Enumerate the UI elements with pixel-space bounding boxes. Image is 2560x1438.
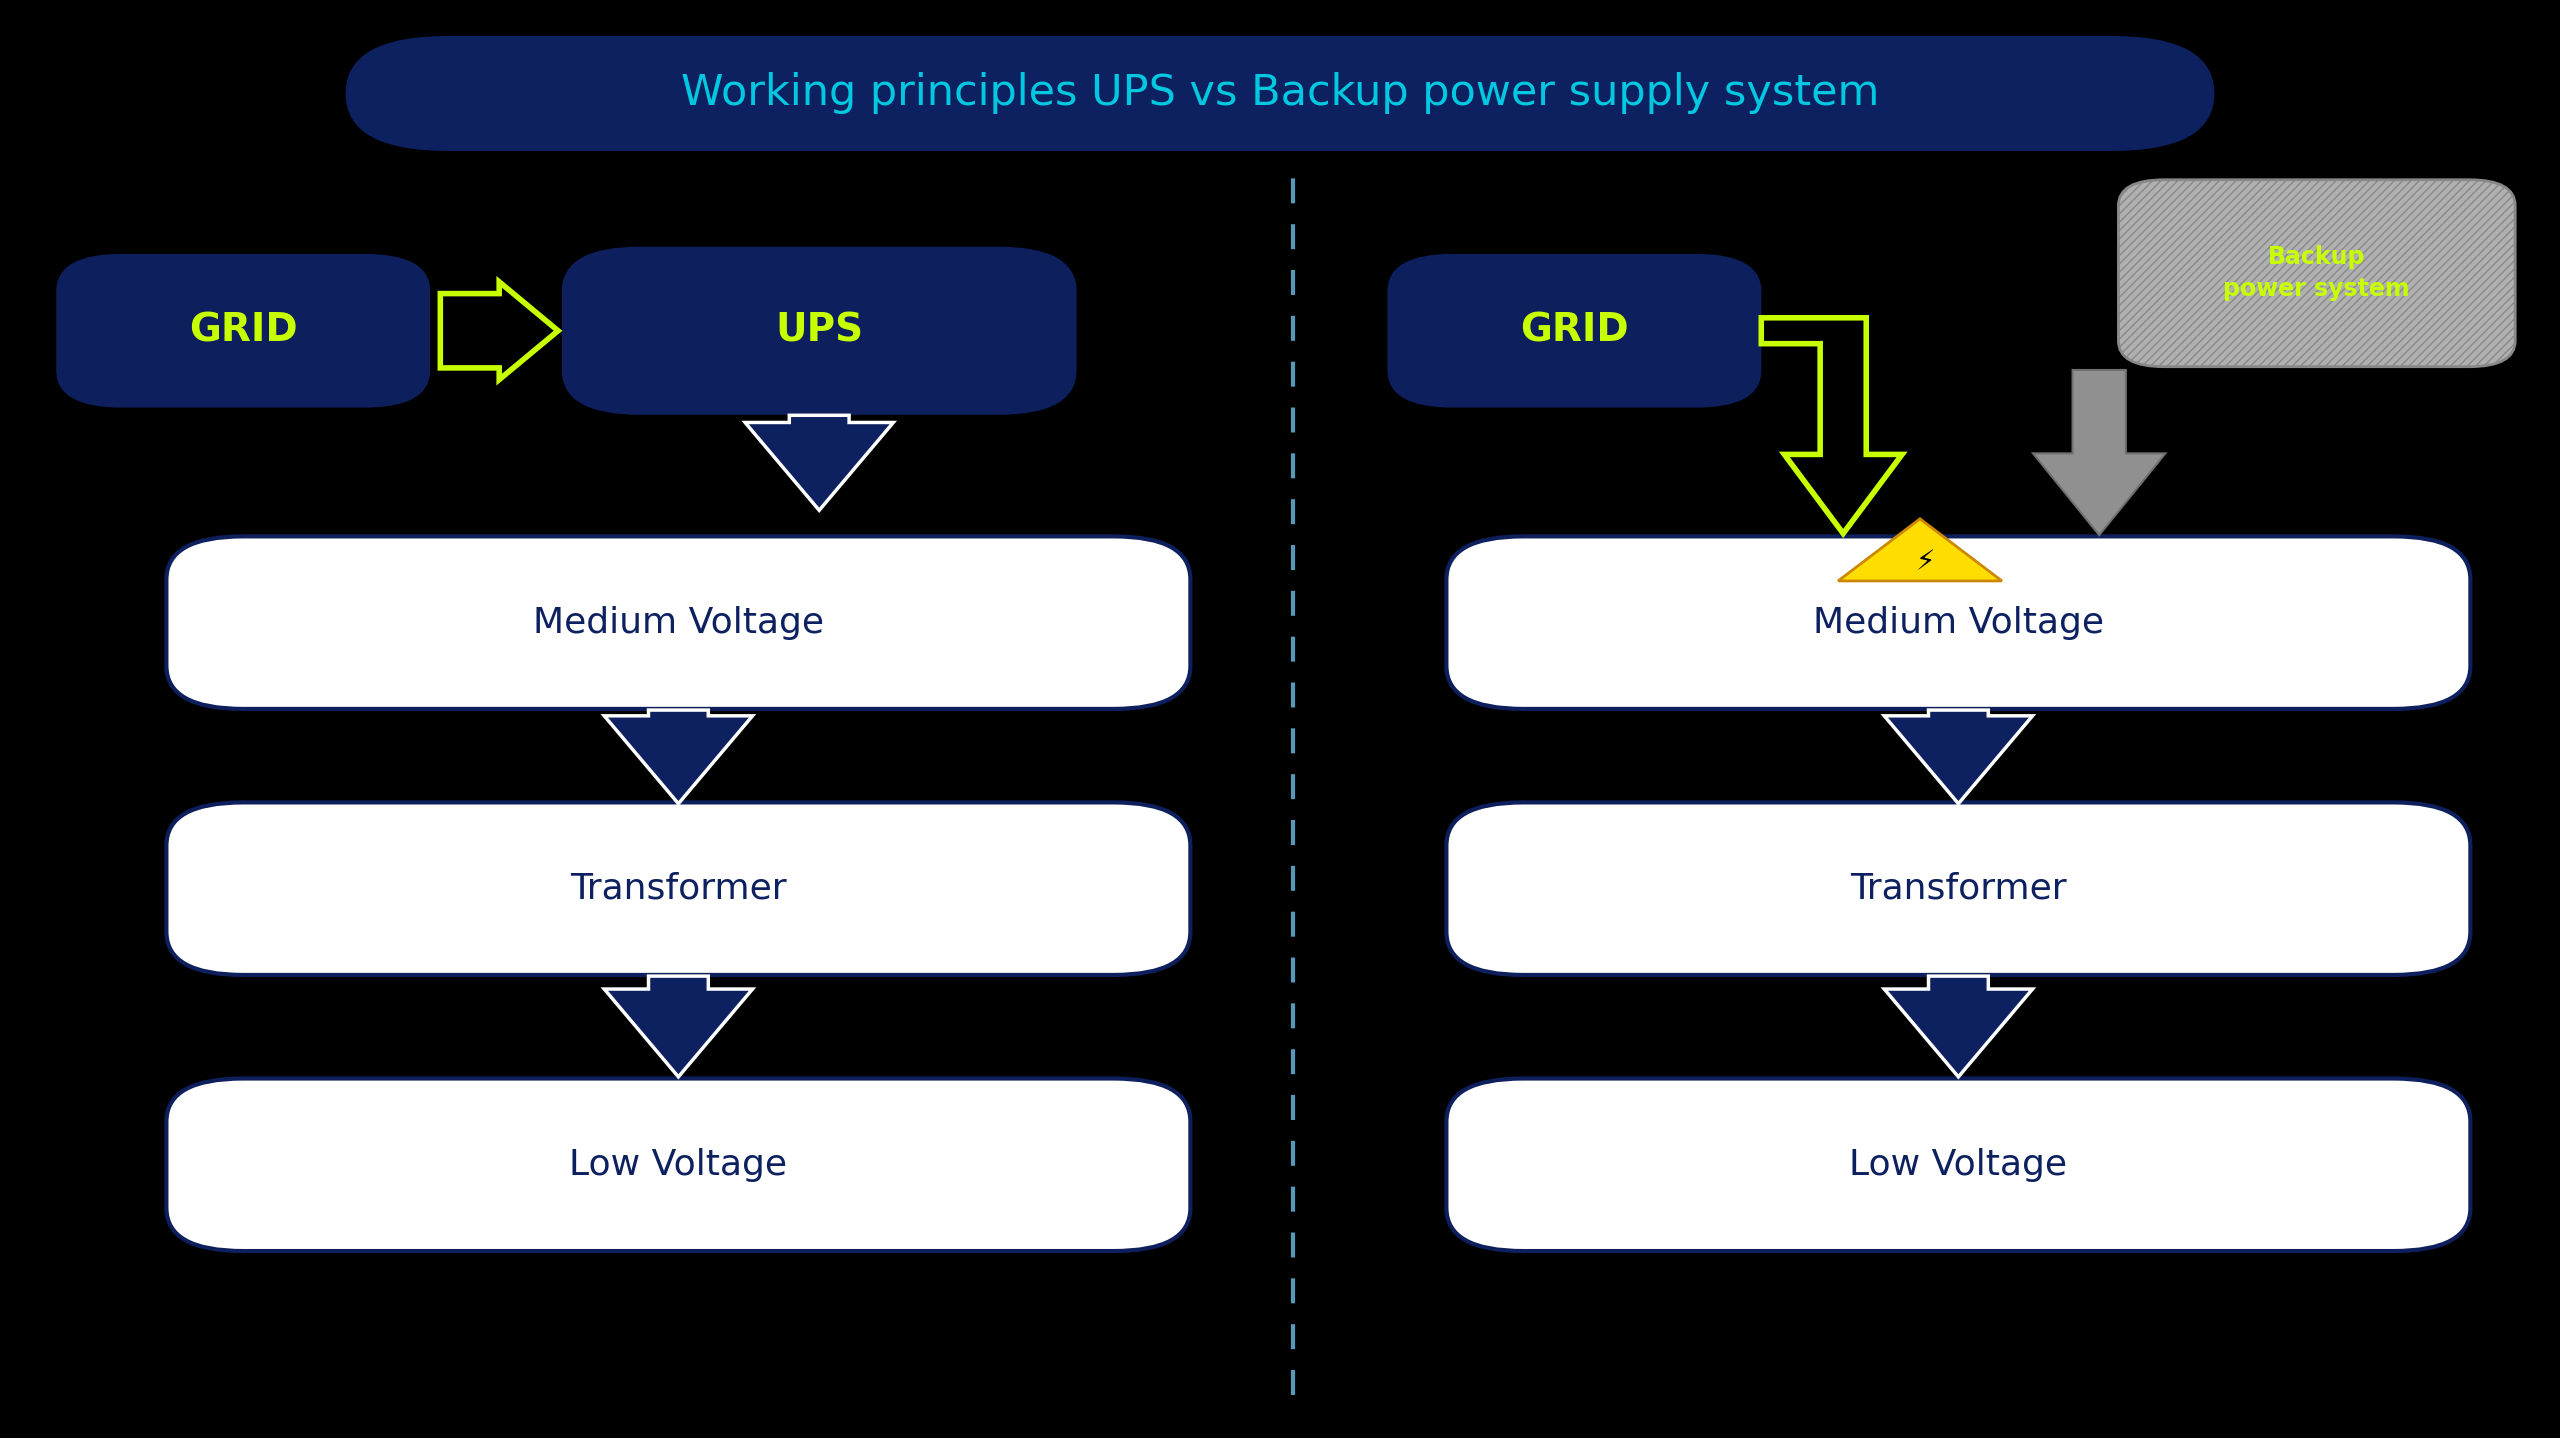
FancyBboxPatch shape bbox=[2120, 180, 2516, 367]
Text: GRID: GRID bbox=[189, 312, 297, 349]
FancyBboxPatch shape bbox=[346, 36, 2214, 151]
FancyBboxPatch shape bbox=[166, 1078, 1190, 1251]
Text: ⚡: ⚡ bbox=[1915, 548, 1935, 577]
Polygon shape bbox=[2035, 371, 2163, 533]
Text: UPS: UPS bbox=[776, 312, 863, 349]
Polygon shape bbox=[1889, 712, 2028, 801]
Polygon shape bbox=[1889, 978, 2028, 1074]
Polygon shape bbox=[1889, 712, 2028, 801]
Polygon shape bbox=[609, 712, 750, 801]
Text: Backup
power system: Backup power system bbox=[2225, 246, 2409, 301]
Polygon shape bbox=[609, 712, 750, 801]
FancyBboxPatch shape bbox=[1446, 802, 2470, 975]
FancyBboxPatch shape bbox=[1446, 1078, 2470, 1251]
Polygon shape bbox=[609, 978, 750, 1074]
Text: Low Voltage: Low Voltage bbox=[1848, 1148, 2068, 1182]
Polygon shape bbox=[748, 417, 891, 508]
Polygon shape bbox=[609, 978, 750, 1074]
Text: Medium Voltage: Medium Voltage bbox=[532, 605, 824, 640]
Text: Medium Voltage: Medium Voltage bbox=[1812, 605, 2104, 640]
FancyBboxPatch shape bbox=[1446, 536, 2470, 709]
Polygon shape bbox=[1889, 978, 2028, 1074]
Polygon shape bbox=[1838, 519, 2002, 581]
Text: Transformer: Transformer bbox=[1851, 871, 2066, 906]
FancyBboxPatch shape bbox=[563, 249, 1075, 414]
Text: GRID: GRID bbox=[1521, 312, 1628, 349]
Text: Working principles UPS vs Backup power supply system: Working principles UPS vs Backup power s… bbox=[681, 72, 1879, 115]
FancyBboxPatch shape bbox=[1388, 256, 1761, 406]
Polygon shape bbox=[748, 417, 891, 508]
FancyBboxPatch shape bbox=[166, 536, 1190, 709]
Polygon shape bbox=[2035, 371, 2163, 533]
Text: Transformer: Transformer bbox=[571, 871, 786, 906]
Text: Low Voltage: Low Voltage bbox=[568, 1148, 788, 1182]
FancyBboxPatch shape bbox=[59, 256, 428, 406]
FancyBboxPatch shape bbox=[166, 802, 1190, 975]
